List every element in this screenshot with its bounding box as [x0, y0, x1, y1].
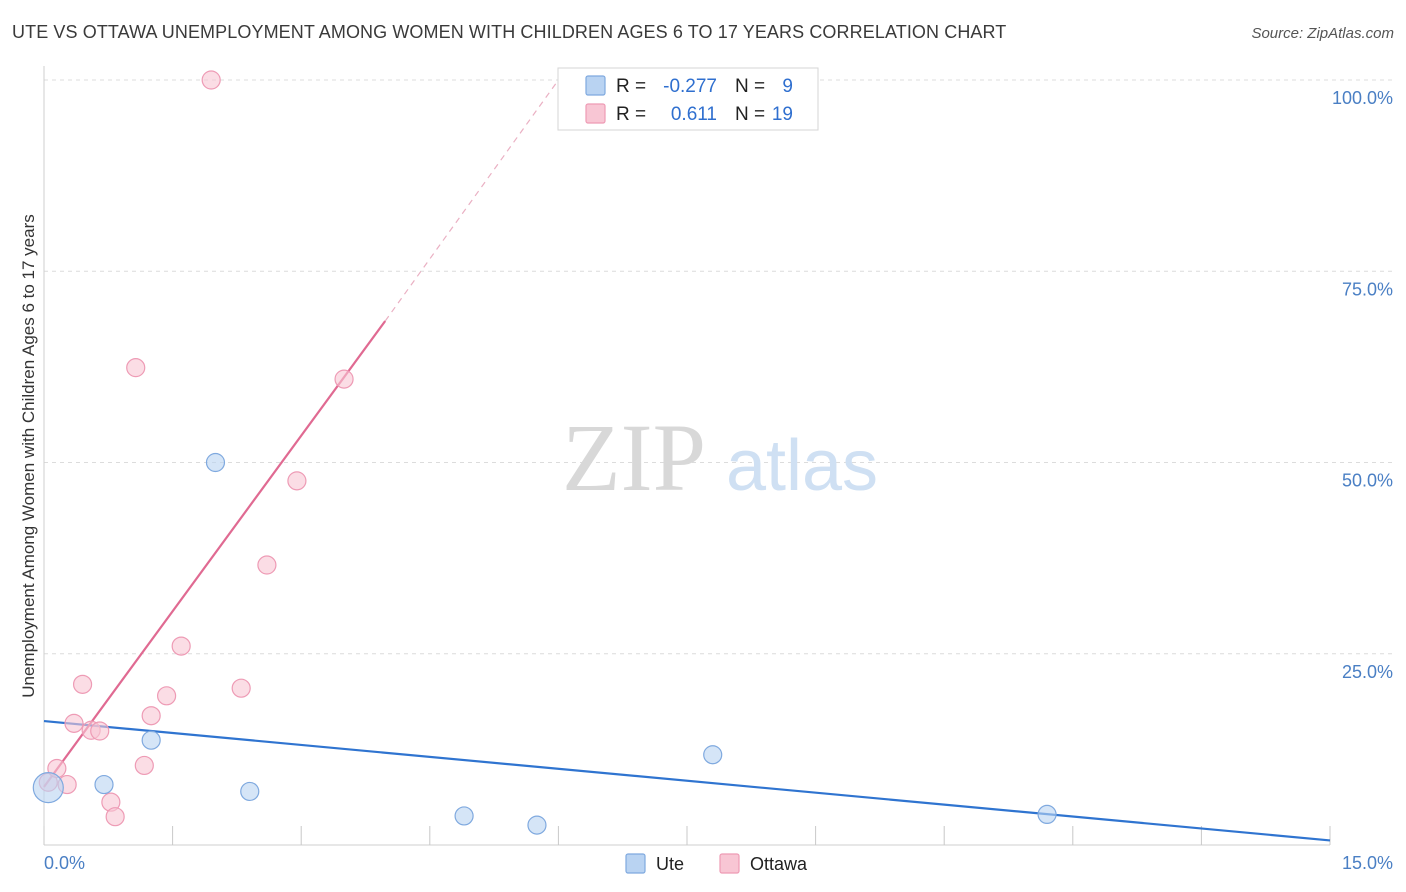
ottawa-point	[156, 686, 177, 706]
x-tick-label: 0.0%	[44, 853, 85, 873]
x-tick-label: 15.0%	[1342, 853, 1393, 873]
y-tick-label: 75.0%	[1342, 279, 1393, 299]
y-axis-label: Unemployment Among Women with Children A…	[19, 214, 38, 698]
ute-point	[1037, 804, 1057, 825]
watermark: ZIP atlas	[562, 404, 878, 511]
ute-point	[205, 452, 226, 473]
ute-point	[454, 806, 474, 826]
stats-legend: R = -0.277 N = 9 R = 0.611 N = 19	[557, 67, 819, 131]
trend-lines	[43, 79, 1331, 842]
series-legend-label-ute: Ute	[656, 854, 684, 874]
grid-lines	[44, 79, 1392, 655]
ute-point	[240, 781, 260, 802]
trend-line-ottawa	[43, 320, 387, 788]
ottawa-point	[287, 471, 307, 491]
legend-r-value-ute: -0.277	[663, 76, 717, 97]
ute-point	[32, 772, 64, 804]
legend-swatch-ute	[585, 75, 606, 96]
series-legend-label-ottawa: Ottawa	[750, 854, 808, 874]
ute-point	[527, 815, 547, 835]
ute-point	[703, 745, 723, 765]
ottawa-point	[105, 807, 125, 827]
ute-point	[141, 730, 161, 750]
legend-n-label-ute: N =	[735, 76, 765, 97]
y-tick-label: 50.0%	[1342, 471, 1393, 491]
ottawa-point	[134, 755, 154, 776]
x-tick-labels: 0.0% 15.0%	[44, 853, 1393, 873]
ottawa-point	[141, 706, 161, 726]
y-tick-label: 25.0%	[1342, 662, 1393, 682]
trend-line-ute	[43, 719, 1331, 842]
legend-n-value-ute: 9	[782, 76, 793, 97]
ottawa-point	[64, 713, 84, 733]
watermark-zip: ZIP	[562, 404, 706, 511]
ottawa-point	[334, 369, 354, 389]
legend-n-label-ottawa: N =	[735, 104, 765, 125]
ottawa-point	[90, 721, 110, 741]
ottawa-point	[126, 358, 146, 378]
source-label: Source: ZipAtlas.com	[1251, 25, 1394, 42]
series-legend: Ute Ottawa	[625, 853, 808, 874]
chart-title: UTE VS OTTAWA UNEMPLOYMENT AMONG WOMEN W…	[12, 22, 1007, 42]
watermark-atlas: atlas	[726, 426, 878, 506]
ottawa-point	[72, 674, 93, 694]
ottawa-point	[201, 70, 221, 90]
trend-line-ottawa-extension	[384, 79, 559, 322]
legend-r-label-ute: R =	[616, 76, 646, 97]
series-legend-swatch-ottawa	[719, 853, 740, 874]
legend-r-value-ottawa: 0.611	[671, 104, 717, 125]
legend-swatch-ottawa	[585, 103, 606, 124]
data-points	[32, 70, 1057, 835]
ottawa-point	[231, 678, 251, 698]
series-legend-swatch-ute	[625, 853, 646, 874]
legend-n-value-ottawa: 19	[772, 104, 793, 125]
y-tick-labels: 25.0% 50.0% 75.0% 100.0%	[1332, 88, 1393, 682]
axes	[43, 66, 1331, 846]
y-tick-label: 100.0%	[1332, 88, 1393, 108]
ottawa-point	[257, 555, 277, 575]
legend-r-label-ottawa: R =	[616, 104, 646, 125]
ute-point	[94, 774, 114, 795]
ottawa-point	[171, 636, 191, 656]
